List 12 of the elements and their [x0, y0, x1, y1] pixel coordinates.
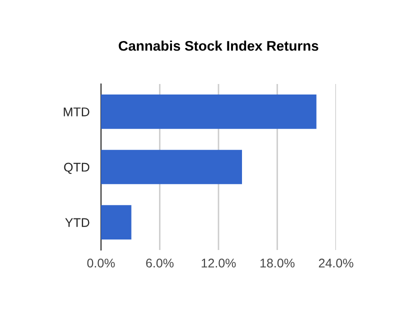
bar	[101, 205, 132, 240]
x-tick-label: 6.0%	[146, 258, 174, 268]
bar	[101, 94, 316, 129]
y-tick-label: MTD	[64, 108, 90, 116]
chart-title: Cannabis Stock Index Returns	[118, 40, 318, 51]
y-tick-label: QTD	[64, 162, 90, 174]
x-tick-label: 24.0%	[318, 258, 354, 268]
x-tick-label: 12.0%	[202, 258, 236, 268]
x-tick-label: 18.0%	[260, 258, 295, 268]
y-tick-label: YTD	[65, 218, 90, 227]
bar	[101, 150, 242, 184]
x-tick-label: 0.0%	[87, 258, 115, 268]
